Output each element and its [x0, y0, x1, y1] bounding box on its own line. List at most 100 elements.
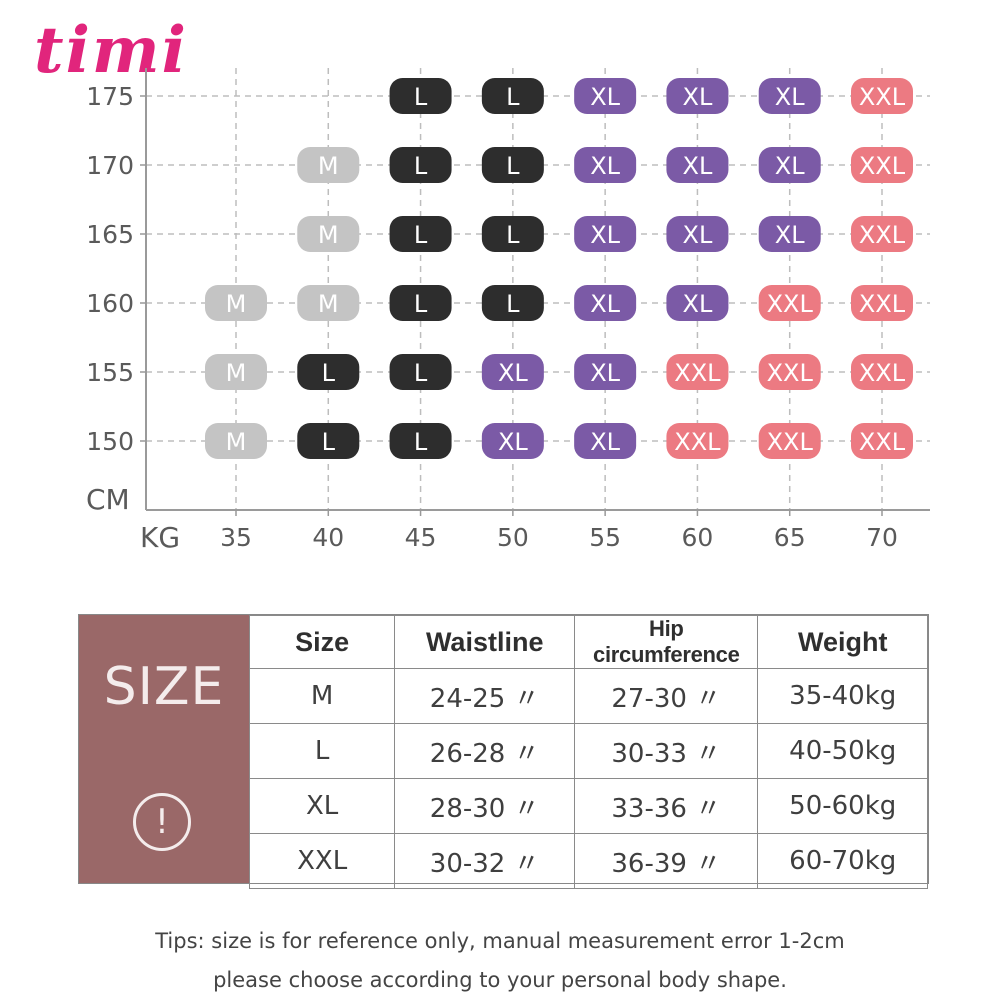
cell-weight: 50-60kg: [757, 778, 928, 834]
size-marker-xl: XL: [574, 216, 637, 252]
size-marker-pill: [481, 354, 544, 390]
x-axis-unit-label: KG: [140, 521, 180, 554]
size-marker-m: M: [297, 285, 360, 321]
x-axis-ticks: 35 40 45 50 55 60 65 70: [220, 510, 898, 552]
measurement-grid: Size Waistline Hip circumference Weight …: [248, 615, 928, 889]
size-marker-xxl: XXL: [851, 78, 913, 114]
size-marker-pill: [851, 147, 913, 183]
size-marker-label: L: [506, 152, 520, 180]
y-tick-label: 170: [86, 151, 134, 180]
size-marker-label: XXL: [859, 152, 906, 180]
size-marker-xxl: XXL: [851, 285, 913, 321]
size-marker-label: M: [226, 428, 247, 456]
size-marker-label: XXL: [859, 290, 906, 318]
size-marker-l: L: [389, 216, 452, 252]
size-marker-label: XXL: [859, 359, 906, 387]
x-tick-label: 35: [220, 523, 252, 552]
size-marker-xxl: XXL: [851, 423, 913, 459]
size-marker-l: L: [389, 285, 452, 321]
size-marker-pill: [666, 78, 729, 114]
size-marker-label: L: [506, 290, 520, 318]
size-marker-xl: XL: [666, 78, 729, 114]
size-marker-l: L: [389, 354, 452, 390]
size-marker-label: XL: [590, 221, 620, 249]
size-marker-xxl: XXL: [851, 354, 913, 390]
size-marker-pill: [758, 423, 821, 459]
size-marker-pill: [574, 285, 637, 321]
x-tick-label: 45: [405, 523, 437, 552]
size-marker-pill: [851, 423, 913, 459]
size-marker-pill: [574, 354, 637, 390]
size-marker-pill: [758, 354, 821, 390]
size-marker-l: L: [481, 285, 544, 321]
size-marker-pill: [481, 78, 544, 114]
size-marker-xl: XL: [574, 354, 637, 390]
size-measurement-table: SIZE ! Size Waistline Hip circumference …: [78, 614, 929, 889]
size-marker-pill: [851, 216, 913, 252]
size-marker-m: M: [297, 147, 360, 183]
size-marker-label: L: [414, 152, 428, 180]
size-marker-pill: [574, 78, 637, 114]
size-marker-m: M: [205, 354, 267, 390]
size-marker-xl: XL: [574, 423, 637, 459]
size-marker-xl: XL: [481, 423, 544, 459]
header-hip-circumference: Hip circumference: [574, 615, 759, 669]
size-marker-xl: XL: [758, 216, 821, 252]
size-marker-label: XL: [498, 359, 528, 387]
size-marker-pill: [758, 147, 821, 183]
exclamation-icon: !: [133, 793, 191, 851]
cell-waistline: 24-25 〃: [394, 668, 576, 724]
size-marker-pill: [851, 354, 913, 390]
size-marker-xxl: XXL: [758, 285, 821, 321]
size-marker-pill: [297, 216, 360, 252]
x-tick-label: 60: [682, 523, 714, 552]
table-row: L 26-28 〃 30-33 〃 40-50kg: [248, 723, 928, 779]
size-marker-pill: [758, 285, 821, 321]
cell-size: XL: [248, 778, 396, 834]
size-marker-xl: XL: [574, 147, 637, 183]
size-marker-pill: [297, 147, 360, 183]
size-marker-pill: [389, 147, 452, 183]
size-marker-pill: [297, 423, 360, 459]
size-banner-title: SIZE: [103, 657, 225, 717]
size-marker-xxl: XXL: [851, 147, 913, 183]
size-marker-xl: XL: [574, 78, 637, 114]
size-marker-pill: [205, 285, 267, 321]
y-axis-ticks: 175 170 165 160 155 150: [86, 82, 146, 456]
size-marker-pill: [574, 216, 637, 252]
size-marker-xxl: XXL: [666, 423, 729, 459]
size-marker-pill: [666, 354, 729, 390]
size-chart: CM KG 175 170 165 160 155 150 35 40 45 50 55 60 65 70…: [86, 68, 930, 554]
size-marker-l: L: [297, 423, 360, 459]
size-marker-pill: [574, 147, 637, 183]
size-marker-label: L: [414, 221, 428, 249]
y-tick-label: 155: [86, 358, 134, 387]
size-marker-label: XL: [590, 152, 620, 180]
cell-waistline: 30-32 〃: [394, 833, 576, 889]
size-marker-pill: [297, 285, 360, 321]
size-marker-label: XXL: [859, 428, 906, 456]
size-marker-label: XL: [683, 152, 713, 180]
header-size: Size: [248, 615, 396, 669]
size-marker-xl: XL: [758, 78, 821, 114]
size-marker-pill: [758, 216, 821, 252]
x-tick-label: 50: [497, 523, 529, 552]
size-marker-xxl: XXL: [758, 423, 821, 459]
x-tick-label: 55: [589, 523, 621, 552]
size-marker-m: M: [205, 423, 267, 459]
size-marker-label: XL: [498, 428, 528, 456]
y-tick-label: 150: [86, 427, 134, 456]
table-header-row: Size Waistline Hip circumference Weight: [248, 615, 928, 669]
size-marker-pill: [205, 354, 267, 390]
cell-hip: 30-33 〃: [574, 723, 759, 779]
x-tick-label: 70: [866, 523, 898, 552]
size-marker-label: XL: [683, 221, 713, 249]
size-marker-pill: [389, 216, 452, 252]
size-marker-label: XL: [683, 290, 713, 318]
cell-size: M: [248, 668, 396, 724]
header-waistline: Waistline: [394, 615, 576, 669]
size-marker-label: XL: [590, 359, 620, 387]
size-marker-pill: [389, 423, 452, 459]
size-marker-label: XXL: [767, 359, 814, 387]
size-marker-pill: [666, 423, 729, 459]
